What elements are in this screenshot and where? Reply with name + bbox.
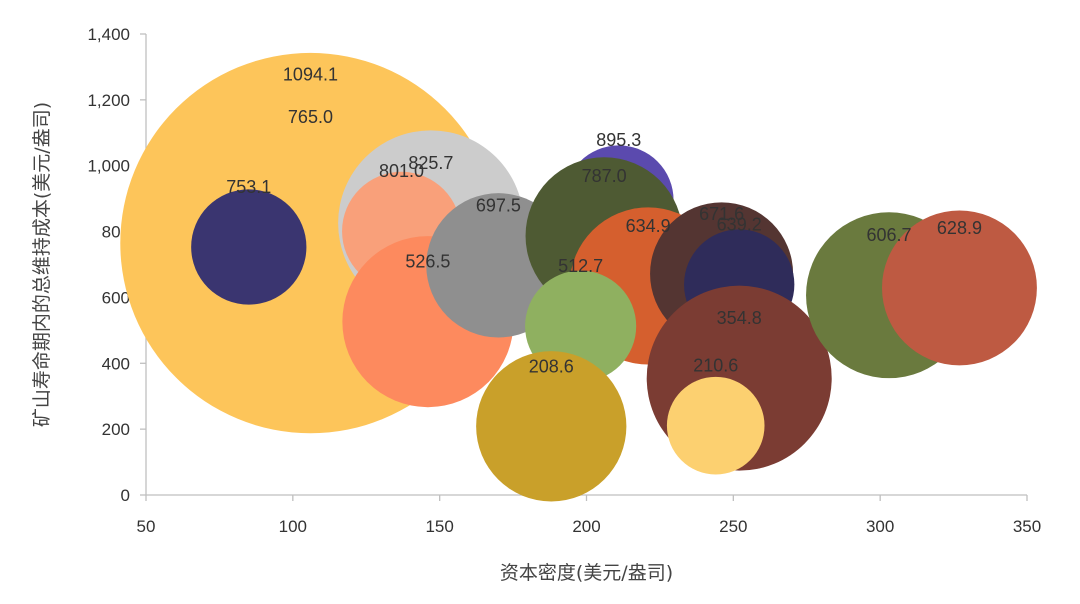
x-tick-label: 200 [572, 517, 600, 536]
data-label: 787.0 [582, 166, 627, 186]
bubble [666, 376, 765, 475]
data-label: 210.6 [693, 356, 738, 376]
data-label: 606.7 [866, 225, 911, 245]
data-label: 801.0 [379, 161, 424, 181]
data-label: 634.9 [626, 216, 671, 236]
x-tick-label: 300 [866, 517, 894, 536]
data-label: 697.5 [476, 195, 521, 215]
data-label: 671.6 [699, 204, 744, 224]
bubble [191, 189, 307, 305]
y-tick-label: 1,000 [87, 157, 130, 176]
data-label: 208.6 [529, 356, 574, 376]
data-label: 765.0 [288, 107, 333, 127]
y-tick-label: 0 [121, 486, 130, 505]
x-tick-label: 100 [279, 517, 307, 536]
data-label: 1094.1 [283, 65, 338, 85]
data-label: 354.8 [717, 308, 762, 328]
x-tick-label: 350 [1013, 517, 1041, 536]
y-axis-title: 矿山寿命期内的总维持成本(美元/盎司) [31, 102, 53, 427]
data-label: 526.5 [405, 252, 450, 272]
data-label: 512.7 [558, 256, 603, 276]
data-label: 825.7 [408, 153, 453, 173]
y-tick-label: 600 [102, 288, 130, 307]
data-label: 628.9 [937, 218, 982, 238]
data-label: 753.1 [226, 177, 271, 197]
bubble [476, 351, 627, 502]
bubble [882, 210, 1037, 366]
y-tick-label: 1,400 [87, 25, 130, 44]
x-tick-label: 150 [425, 517, 453, 536]
data-label: 895.3 [596, 130, 641, 150]
y-tick-label: 200 [102, 420, 130, 439]
x-axis-title: 资本密度(美元/盎司) [500, 562, 673, 584]
y-tick-label: 1,200 [87, 91, 130, 110]
x-tick-label: 250 [719, 517, 747, 536]
y-tick-label: 400 [102, 354, 130, 373]
x-tick-label: 50 [137, 517, 156, 536]
data-label: 639.2 [717, 215, 762, 235]
bubble-series [120, 52, 1037, 502]
